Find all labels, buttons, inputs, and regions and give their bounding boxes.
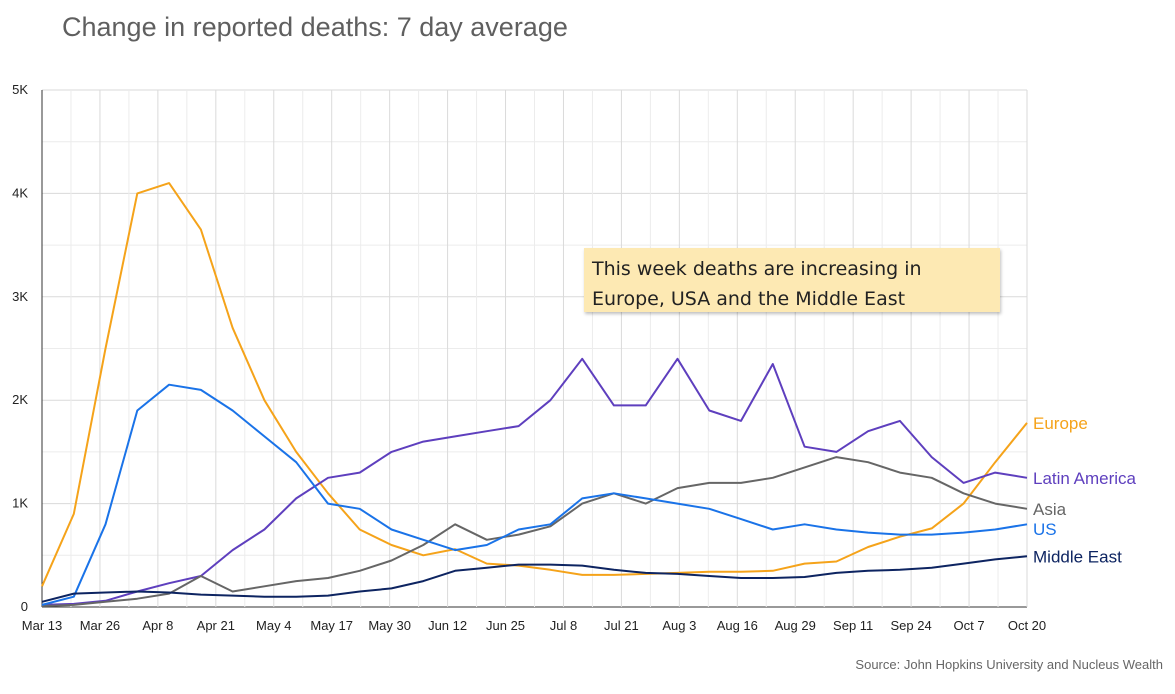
y-tick-label: 1K (12, 496, 28, 511)
x-tick-label: Aug 29 (775, 618, 816, 633)
y-tick-label: 2K (12, 392, 28, 407)
annotation-note: This week deaths are increasing in Europ… (584, 248, 1000, 312)
x-tick-label: Jul 21 (604, 618, 639, 633)
source-caption: Source: John Hopkins University and Nucl… (855, 657, 1163, 672)
series-label-latin-america: Latin America (1033, 469, 1137, 488)
x-tick-label: May 17 (310, 618, 353, 633)
x-tick-label: Mar 26 (80, 618, 120, 633)
y-tick-label: 0 (21, 599, 28, 614)
x-tick-label: Jun 25 (486, 618, 525, 633)
x-tick-label: Sep 24 (891, 618, 932, 633)
y-axis-ticks: 0 1K 2K 3K 4K 5K (12, 82, 28, 614)
x-tick-label: Apr 21 (197, 618, 235, 633)
series-lines (41, 182, 1028, 607)
series-line-middle-east (41, 555, 1028, 603)
series-line-europe (41, 182, 1028, 587)
x-tick-label: Aug 16 (717, 618, 758, 633)
x-tick-label: Oct 20 (1008, 618, 1046, 633)
x-tick-label: Jun 12 (428, 618, 467, 633)
x-tick-label: Apr 8 (142, 618, 173, 633)
chart-title: Change in reported deaths: 7 day average (62, 12, 568, 42)
series-label-europe: Europe (1033, 414, 1088, 433)
y-tick-label: 3K (12, 289, 28, 304)
y-tick-label: 4K (12, 185, 28, 200)
series-label-us: US (1033, 520, 1057, 539)
x-tick-label: Mar 13 (22, 618, 62, 633)
series-line-asia (41, 456, 1028, 607)
y-tick-label: 5K (12, 82, 28, 97)
series-line-us (41, 383, 1028, 606)
x-tick-label: Jul 8 (550, 618, 577, 633)
x-tick-label: May 30 (368, 618, 411, 633)
x-tick-label: Aug 3 (662, 618, 696, 633)
x-tick-label: May 4 (256, 618, 291, 633)
series-line-latin-america (41, 357, 1028, 606)
x-tick-label: Oct 7 (954, 618, 985, 633)
x-tick-label: Sep 11 (833, 618, 873, 633)
series-label-asia: Asia (1033, 500, 1067, 519)
series-label-middle-east: Middle East (1033, 547, 1122, 566)
x-axis-ticks: Mar 13 Mar 26 Apr 8 Apr 21 May 4 May 17 May 30… (22, 618, 1046, 633)
